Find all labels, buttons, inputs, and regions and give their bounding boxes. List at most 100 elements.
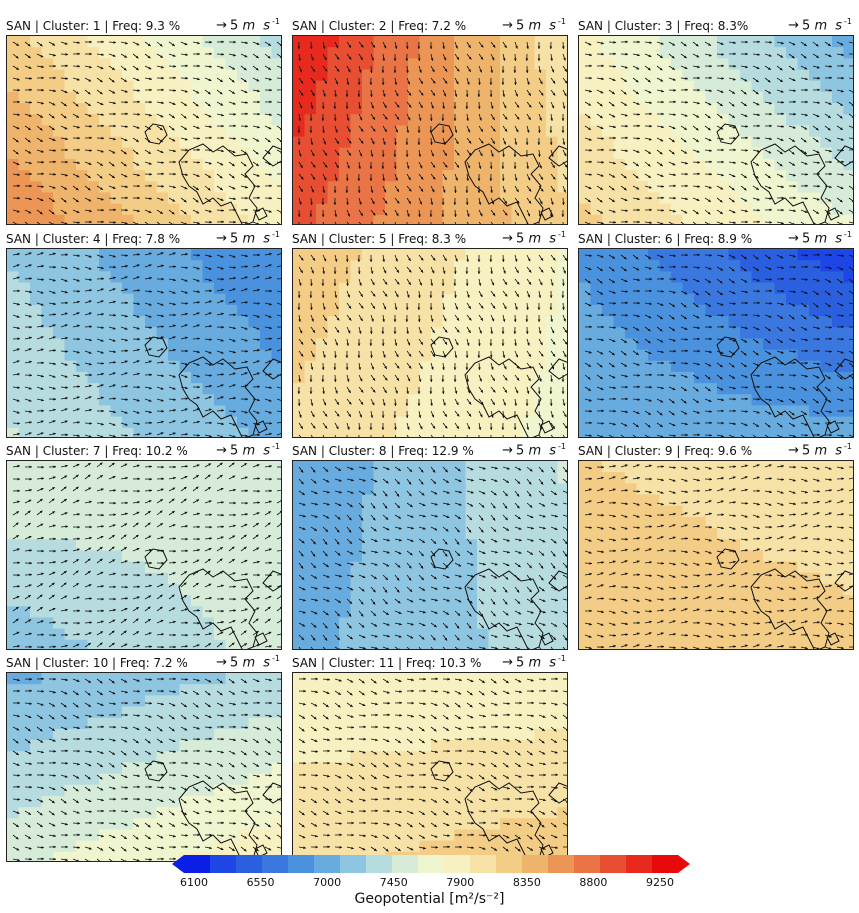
field-cell bbox=[500, 147, 513, 160]
field-cell bbox=[408, 181, 421, 194]
wind-vector bbox=[84, 254, 92, 258]
field-cell bbox=[408, 136, 421, 149]
wind-vector bbox=[382, 314, 385, 322]
wind-vector bbox=[633, 220, 640, 224]
field-cell bbox=[682, 304, 695, 317]
field-cell bbox=[613, 147, 626, 160]
field-cell bbox=[500, 91, 513, 104]
wind-vector bbox=[550, 362, 555, 370]
field-cell bbox=[843, 349, 853, 362]
field-cell bbox=[557, 69, 567, 82]
field-cell bbox=[293, 349, 306, 362]
field-cell bbox=[87, 91, 100, 104]
wind-vector bbox=[108, 53, 116, 57]
wind-vector bbox=[704, 41, 712, 46]
field-cell bbox=[248, 539, 261, 552]
field-cell bbox=[809, 103, 822, 115]
wind-vector bbox=[644, 65, 651, 71]
field-cell bbox=[477, 47, 490, 59]
field-cell bbox=[579, 427, 592, 437]
field-cell bbox=[327, 36, 340, 48]
field-cell bbox=[408, 327, 421, 340]
wind-vector bbox=[24, 302, 32, 306]
field-cell bbox=[705, 36, 718, 48]
field-cell bbox=[717, 170, 730, 182]
field-cell bbox=[260, 472, 273, 484]
wind-vector bbox=[48, 197, 56, 203]
wind-vector bbox=[800, 161, 808, 165]
field-cell bbox=[385, 158, 398, 171]
wind-vector bbox=[84, 101, 92, 107]
field-cell bbox=[659, 316, 672, 328]
field-cell bbox=[362, 47, 375, 59]
field-cell bbox=[41, 371, 54, 384]
wind-vector bbox=[204, 101, 211, 107]
field-cell bbox=[396, 181, 409, 194]
field-cell bbox=[671, 203, 684, 216]
wind-vector bbox=[276, 432, 281, 436]
field-cell bbox=[53, 583, 66, 596]
field-cell bbox=[168, 550, 181, 563]
field-cell bbox=[41, 494, 54, 507]
field-cell bbox=[465, 36, 478, 48]
wind-vector bbox=[430, 314, 434, 322]
field-cell bbox=[454, 427, 467, 437]
wind-vector bbox=[836, 185, 844, 190]
wind-vector bbox=[120, 221, 128, 224]
field-cell bbox=[18, 338, 31, 351]
field-cell bbox=[87, 338, 100, 351]
field-cell bbox=[774, 103, 787, 115]
wind-vector bbox=[848, 386, 853, 390]
wind-vector bbox=[264, 398, 272, 402]
field-cell bbox=[648, 249, 661, 261]
wind-vector bbox=[800, 221, 806, 224]
wind-vector bbox=[824, 221, 830, 224]
field-cell bbox=[237, 304, 250, 317]
field-cell bbox=[454, 304, 467, 317]
wind-vector bbox=[668, 137, 675, 143]
wind-vector bbox=[310, 278, 313, 287]
field-cell bbox=[477, 91, 490, 104]
field-cell bbox=[316, 405, 329, 418]
wind-vector bbox=[417, 53, 421, 62]
field-cell bbox=[316, 360, 329, 373]
field-cell bbox=[523, 69, 536, 82]
field-cell bbox=[53, 505, 66, 518]
wind-vector bbox=[369, 422, 373, 431]
field-cell bbox=[316, 304, 329, 317]
wind-vector bbox=[812, 302, 819, 308]
wind-vector bbox=[132, 149, 139, 155]
field-cell bbox=[557, 349, 567, 362]
field-cell bbox=[248, 483, 261, 496]
field-cell bbox=[179, 136, 192, 149]
field-cell bbox=[168, 136, 181, 149]
field-cell bbox=[728, 260, 741, 272]
wind-vector bbox=[526, 254, 531, 262]
wind-vector bbox=[526, 209, 531, 217]
wind-vector bbox=[394, 113, 400, 120]
field-cell bbox=[648, 383, 661, 395]
wind-vector bbox=[608, 52, 617, 56]
wind-vector bbox=[120, 149, 127, 155]
field-cell bbox=[728, 136, 741, 149]
field-cell bbox=[682, 103, 695, 115]
wind-vector bbox=[216, 362, 224, 366]
field-cell bbox=[87, 282, 100, 295]
field-cell bbox=[477, 192, 490, 205]
wind-vector bbox=[228, 266, 237, 269]
field-cell bbox=[396, 260, 409, 272]
wind-vector bbox=[562, 422, 567, 429]
field-cell bbox=[53, 192, 66, 205]
field-cell bbox=[316, 170, 329, 182]
field-cell bbox=[76, 360, 89, 373]
field-cell bbox=[671, 214, 684, 224]
wind-vector bbox=[764, 53, 772, 57]
field-cell bbox=[694, 192, 707, 205]
field-cell bbox=[442, 36, 455, 48]
field-cell bbox=[728, 214, 741, 224]
wind-vector bbox=[836, 101, 844, 106]
field-cell bbox=[53, 550, 66, 563]
field-cell bbox=[373, 69, 386, 82]
field-cell bbox=[64, 327, 77, 340]
field-cell bbox=[99, 147, 112, 160]
